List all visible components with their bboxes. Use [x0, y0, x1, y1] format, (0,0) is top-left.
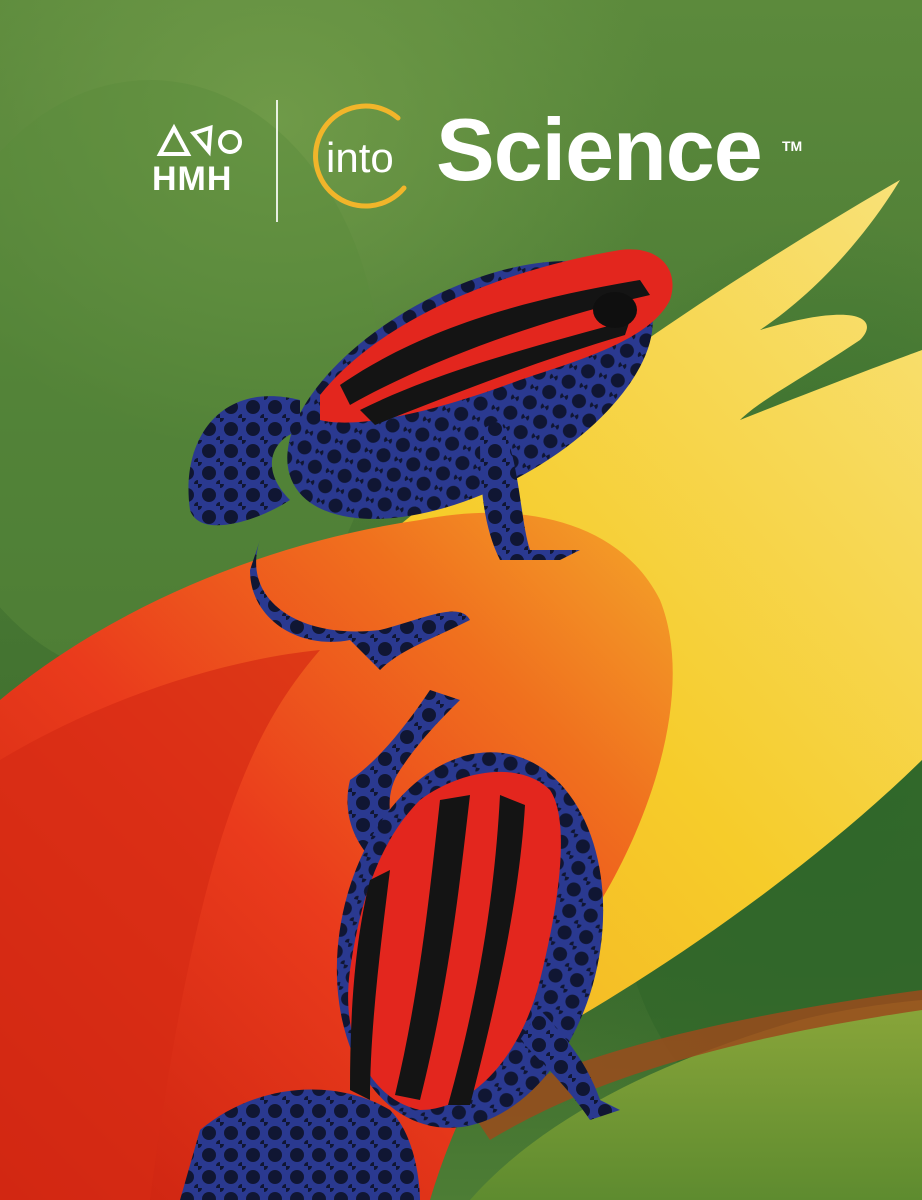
- hmh-shapes-icon: [156, 123, 242, 157]
- lower-frog: [180, 690, 620, 1200]
- product-name: Science: [436, 100, 763, 199]
- brand-header: HMH into Science TM: [0, 0, 922, 240]
- upper-frog: [188, 249, 673, 670]
- publisher-name: HMH: [152, 160, 233, 198]
- into-ring-icon: [313, 103, 407, 209]
- trademark-mark: TM: [782, 138, 803, 154]
- brand-divider: [276, 100, 278, 222]
- product-prefix: into: [326, 134, 394, 181]
